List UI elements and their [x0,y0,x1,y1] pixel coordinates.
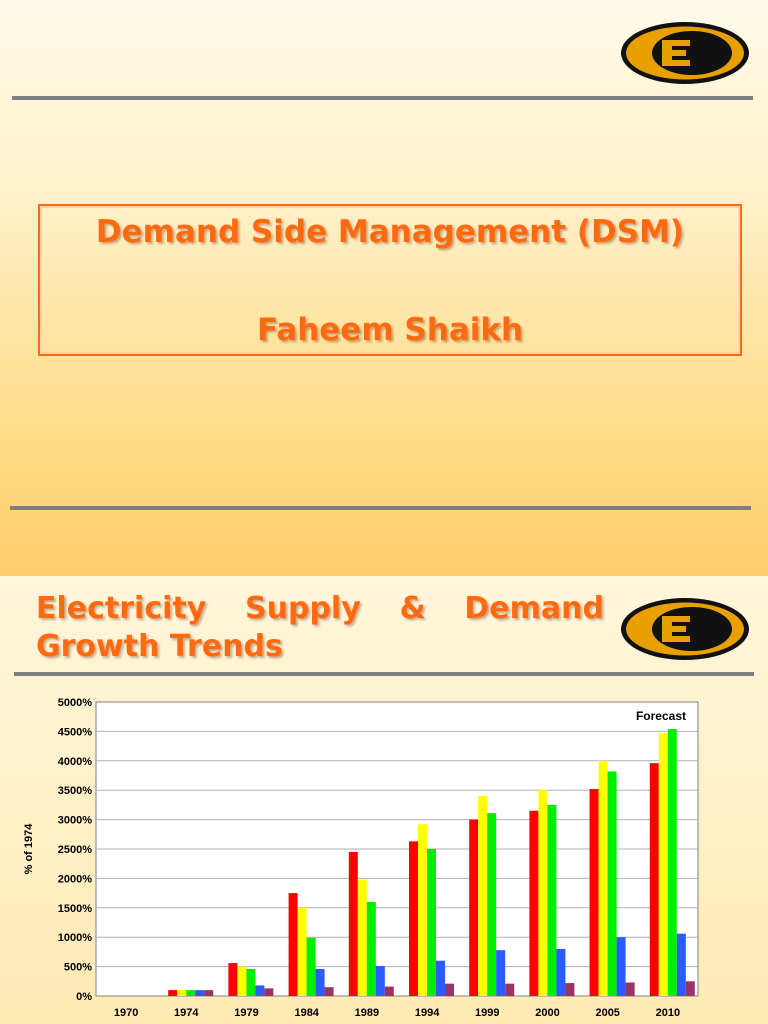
company-logo-icon [621,598,749,660]
bar [478,796,488,996]
bar [547,804,557,996]
bar [288,893,298,996]
bar [676,933,686,996]
bar [598,760,608,996]
bar [168,990,178,996]
bar [204,990,214,996]
bar [246,968,256,996]
y-tick-label: 2000% [58,873,92,885]
x-tick-label: 2005 [595,1007,619,1019]
title-word: Electricity [36,591,207,626]
bar [496,950,506,996]
top-divider [12,96,753,100]
title-word: Demand [464,591,604,626]
bar [315,968,325,996]
bar [186,990,196,996]
x-tick-labels: 1970 1974 1979 1984 1989 1994 1999 2000 2005 2010 [114,1007,680,1019]
x-tick-label: 2010 [656,1007,680,1019]
title-line-2: Growth Trends [36,629,283,664]
bar [589,789,599,996]
x-tick-label: 1984 [294,1007,319,1019]
author-name: Faheem Shaikh [256,312,524,348]
bar [375,966,385,996]
x-tick-label: 1979 [234,1007,258,1019]
bar [556,948,566,996]
bar [487,813,497,996]
growth-chart: 0% 500% 1000% 1500% 2000% 2500% 3000% 3500% 4000… [23,697,699,1019]
bar [384,986,394,996]
bar [667,729,677,996]
y-tick-label: 2500% [58,844,92,856]
bar [228,963,238,996]
title-word: Supply [245,591,361,626]
bar [565,983,575,996]
bar [469,819,479,996]
bar [255,985,265,996]
y-tick-label: 1500% [58,903,92,915]
bar [445,983,454,996]
title-word: & [399,591,426,626]
bar [505,983,515,996]
y-tick-labels: 0% 500% 1000% 1500% 2000% 2500% 3000% 3500% 4000… [58,697,92,1003]
y-tick-label: 3000% [58,815,92,827]
y-tick-label: 0% [76,991,92,1003]
bar [357,879,367,996]
y-axis-label: % of 1974 [23,823,35,875]
y-tick-label: 4500% [58,726,92,738]
y-tick-label: 1000% [58,932,92,944]
x-tick-label: 1970 [114,1007,138,1019]
bar [409,841,418,996]
bar [366,901,376,996]
bar [625,982,635,996]
slide-2-title: Electricity Supply & Demand Growth Trend… [36,590,604,666]
bottom-divider [10,506,751,510]
x-tick-label: 1989 [355,1007,379,1019]
x-tick-label: 1994 [415,1007,440,1019]
x-tick-label: 1999 [475,1007,499,1019]
bars [168,729,695,996]
bar [538,790,548,996]
bar [306,937,316,996]
bar [177,990,187,996]
bar [264,988,274,996]
bar [616,937,626,996]
bar [649,763,659,996]
bar [685,981,695,996]
y-tick-label: 500% [64,962,92,974]
bar [436,960,445,996]
y-tick-label: 3500% [58,785,92,797]
title-box: Demand Side Management (DSM) Faheem Shai… [38,204,742,356]
bar [658,733,668,996]
presentation-title: Demand Side Management (DSM) [95,214,685,250]
bar [195,990,205,996]
x-tick-label: 1974 [174,1007,199,1019]
bar [297,907,307,996]
bar [418,824,427,996]
bar [529,810,539,996]
forecast-annotation: Forecast [636,709,686,723]
x-tick-label: 2000 [535,1007,559,1019]
bar [324,987,334,996]
slide-1: Demand Side Management (DSM) Faheem Shai… [0,0,768,576]
company-logo-icon [621,22,749,84]
bar [237,966,247,996]
bar [348,851,358,996]
bar [607,771,617,996]
bar [427,849,436,996]
y-tick-label: 5000% [58,697,92,709]
y-tick-label: 4000% [58,756,92,768]
title-divider [14,672,754,676]
